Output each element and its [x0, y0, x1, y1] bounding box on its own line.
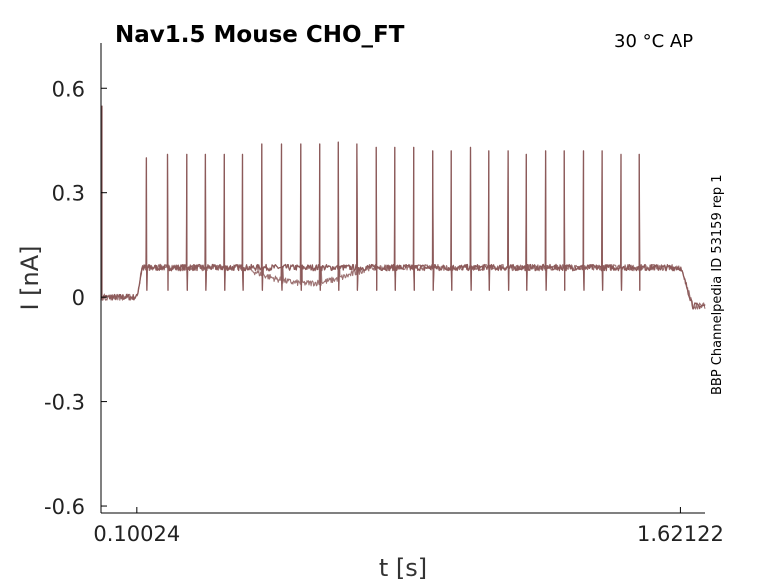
y-axis-label: I [nA] [16, 245, 44, 310]
y-ticks: 0.6 0.3 0 -0.3 -0.6 [44, 77, 107, 519]
x-tick-label: 0.10024 [93, 522, 180, 546]
record-id-label: BBP Channelpedia ID 53159 rep 1 [710, 174, 725, 395]
y-tick-label: -0.3 [44, 391, 85, 415]
current-trace-line [100, 141, 706, 310]
y-tick-label: 0.6 [52, 77, 85, 101]
y-tick-label: -0.6 [44, 495, 85, 519]
chart-title: Nav1.5 Mouse CHO_FT [115, 22, 405, 48]
x-ticks: 0.10024 1.62122 [93, 507, 724, 546]
x-axis-label: t [s] [379, 554, 427, 582]
current-trace-line [100, 141, 706, 310]
y-tick-label: 0.3 [52, 182, 85, 206]
x-tick-label: 1.62122 [637, 522, 724, 546]
trace-group [100, 105, 706, 310]
condition-label: 30 °C AP [614, 31, 693, 52]
y-tick-label: 0 [72, 286, 85, 310]
